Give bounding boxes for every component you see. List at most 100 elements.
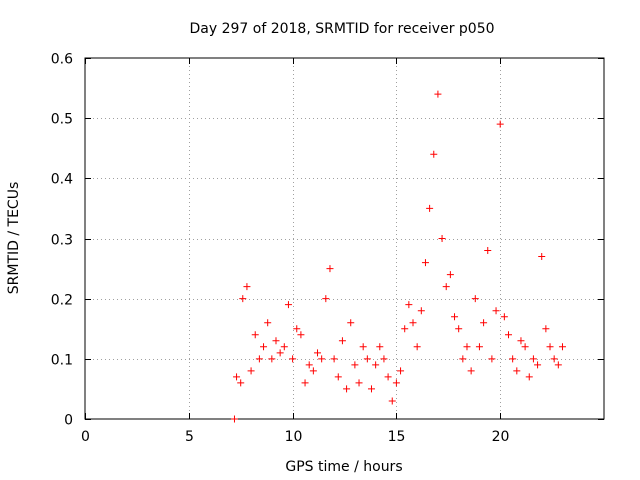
data-point	[264, 319, 272, 327]
y-tick-label: 0.3	[51, 233, 73, 249]
data-point	[542, 325, 550, 333]
data-point	[289, 355, 297, 363]
data-point	[397, 367, 405, 375]
data-points-layer	[230, 90, 566, 423]
data-point	[488, 355, 496, 363]
y-tick-label: 0.6	[51, 52, 73, 68]
data-point	[243, 283, 251, 291]
data-point	[384, 373, 392, 381]
data-point	[505, 331, 513, 339]
x-tick-label: 10	[285, 429, 303, 445]
data-point	[326, 265, 334, 273]
data-point	[363, 355, 371, 363]
data-point	[550, 355, 558, 363]
grid-layer	[85, 58, 604, 419]
data-point	[251, 331, 259, 339]
data-point	[500, 313, 508, 321]
data-point	[280, 343, 288, 351]
data-point	[367, 385, 375, 393]
data-point	[355, 379, 363, 387]
plot-frame	[84, 57, 605, 420]
data-point	[525, 373, 533, 381]
data-point	[529, 355, 537, 363]
data-point	[492, 307, 500, 315]
data-point	[322, 295, 330, 303]
data-point	[392, 379, 400, 387]
data-point	[451, 313, 459, 321]
data-point	[421, 259, 429, 267]
data-point	[239, 295, 247, 303]
y-tick-label: 0	[64, 413, 73, 429]
data-point	[330, 355, 338, 363]
x-tick-label: 20	[492, 429, 510, 445]
data-point	[276, 349, 284, 357]
data-point	[417, 307, 425, 315]
data-point	[446, 271, 454, 279]
data-point	[426, 204, 434, 212]
data-point	[455, 325, 463, 333]
data-point	[509, 355, 517, 363]
data-point	[247, 367, 255, 375]
y-tick-label: 0.1	[51, 353, 73, 369]
x-axis-label: GPS time / hours	[285, 459, 402, 475]
data-point	[442, 283, 450, 291]
data-point	[401, 325, 409, 333]
data-point	[314, 349, 322, 357]
data-point	[305, 361, 313, 369]
data-point	[467, 367, 475, 375]
data-point	[230, 415, 238, 423]
data-point	[475, 343, 483, 351]
x-tick-label: 5	[185, 429, 194, 445]
data-point	[413, 343, 421, 351]
data-point	[334, 373, 342, 381]
data-point	[471, 295, 479, 303]
data-point	[405, 301, 413, 309]
data-point	[338, 337, 346, 345]
data-point	[309, 367, 317, 375]
data-point	[343, 385, 351, 393]
data-point	[484, 247, 492, 255]
x-tick-label: 0	[81, 429, 90, 445]
y-tick-label: 0.5	[51, 112, 73, 128]
y-axis-label: SRMTID / TECUs	[6, 182, 22, 295]
data-point	[272, 337, 280, 345]
data-point	[301, 379, 309, 387]
data-point	[376, 343, 384, 351]
data-point	[538, 253, 546, 261]
chart-title: Day 297 of 2018, SRMTID for receiver p05…	[189, 21, 494, 37]
data-point	[463, 343, 471, 351]
data-point	[318, 355, 326, 363]
data-point	[233, 373, 241, 381]
data-point	[558, 343, 566, 351]
data-point	[521, 343, 529, 351]
data-point	[347, 319, 355, 327]
data-point	[496, 120, 504, 128]
data-point	[284, 301, 292, 309]
data-point	[459, 355, 467, 363]
data-point	[409, 319, 417, 327]
data-point	[434, 90, 442, 98]
data-point	[237, 379, 245, 387]
x-tick-label: 15	[388, 429, 406, 445]
data-point	[372, 361, 380, 369]
data-point	[359, 343, 367, 351]
data-point	[297, 331, 305, 339]
data-point	[480, 319, 488, 327]
data-point	[546, 343, 554, 351]
data-point	[380, 355, 388, 363]
data-point	[430, 150, 438, 158]
y-tick-label: 0.2	[51, 293, 73, 309]
tick-layer: 0 0.1 0.2 0.3 0.4 0.5 0.6 0 5 10 15 20	[51, 52, 604, 445]
data-point	[260, 343, 268, 351]
data-point	[513, 367, 521, 375]
data-point	[293, 325, 301, 333]
data-point	[255, 355, 263, 363]
data-point	[517, 337, 525, 345]
data-point	[554, 361, 562, 369]
data-point	[534, 361, 542, 369]
data-point	[351, 361, 359, 369]
y-tick-label: 0.4	[51, 172, 73, 188]
data-point	[388, 397, 396, 405]
data-point	[438, 235, 446, 242]
